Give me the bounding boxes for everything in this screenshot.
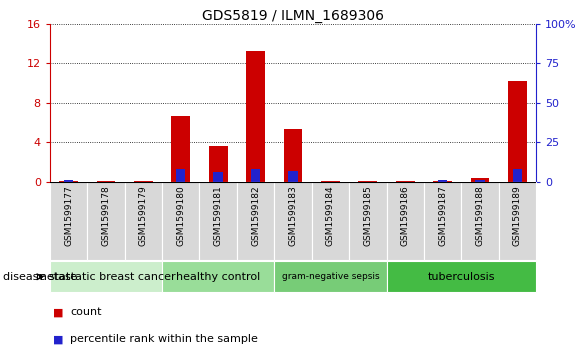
- Text: GSM1599177: GSM1599177: [64, 185, 73, 246]
- Bar: [433, 181, 452, 182]
- Bar: [513, 170, 522, 182]
- Text: GDS5819 / ILMN_1689306: GDS5819 / ILMN_1689306: [202, 9, 384, 23]
- Bar: [274, 182, 312, 260]
- Text: percentile rank within the sample: percentile rank within the sample: [70, 334, 258, 344]
- Bar: [321, 181, 340, 182]
- Bar: [59, 181, 78, 182]
- Text: disease state: disease state: [3, 272, 77, 282]
- Text: GSM1599179: GSM1599179: [139, 185, 148, 246]
- Text: GSM1599180: GSM1599180: [176, 185, 185, 246]
- Bar: [237, 182, 274, 260]
- Bar: [499, 182, 536, 260]
- Bar: [246, 51, 265, 182]
- Text: GSM1599181: GSM1599181: [214, 185, 223, 246]
- Bar: [213, 172, 223, 182]
- Text: ■: ■: [53, 334, 63, 344]
- Text: GSM1599186: GSM1599186: [401, 185, 410, 246]
- Text: healthy control: healthy control: [176, 272, 260, 282]
- Text: ■: ■: [53, 307, 63, 317]
- Bar: [387, 182, 424, 260]
- Bar: [387, 261, 536, 292]
- Bar: [349, 182, 387, 260]
- Bar: [199, 182, 237, 260]
- Bar: [172, 117, 190, 182]
- Bar: [50, 261, 162, 292]
- Bar: [288, 171, 298, 182]
- Bar: [134, 181, 153, 182]
- Text: GSM1599182: GSM1599182: [251, 185, 260, 246]
- Text: GSM1599189: GSM1599189: [513, 185, 522, 246]
- Text: GSM1599185: GSM1599185: [363, 185, 372, 246]
- Bar: [359, 181, 377, 182]
- Bar: [274, 261, 387, 292]
- Bar: [176, 170, 185, 182]
- Bar: [461, 182, 499, 260]
- Bar: [471, 178, 489, 182]
- Text: GSM1599183: GSM1599183: [288, 185, 298, 246]
- Bar: [312, 182, 349, 260]
- Text: tuberculosis: tuberculosis: [428, 272, 495, 282]
- Text: GSM1599187: GSM1599187: [438, 185, 447, 246]
- Bar: [424, 182, 461, 260]
- Text: metastatic breast cancer: metastatic breast cancer: [36, 272, 176, 282]
- Bar: [125, 182, 162, 260]
- Bar: [508, 81, 527, 182]
- Bar: [209, 146, 227, 182]
- Bar: [475, 180, 485, 182]
- Bar: [162, 182, 199, 260]
- Text: gram-negative sepsis: gram-negative sepsis: [282, 272, 379, 281]
- Bar: [396, 181, 415, 182]
- Bar: [284, 129, 302, 182]
- Bar: [162, 261, 274, 292]
- Bar: [87, 182, 125, 260]
- Bar: [50, 182, 87, 260]
- Text: GSM1599178: GSM1599178: [101, 185, 110, 246]
- Bar: [64, 180, 73, 182]
- Text: GSM1599188: GSM1599188: [476, 185, 485, 246]
- Bar: [251, 168, 260, 182]
- Text: count: count: [70, 307, 102, 317]
- Text: GSM1599184: GSM1599184: [326, 185, 335, 246]
- Bar: [438, 180, 447, 182]
- Bar: [97, 181, 115, 182]
